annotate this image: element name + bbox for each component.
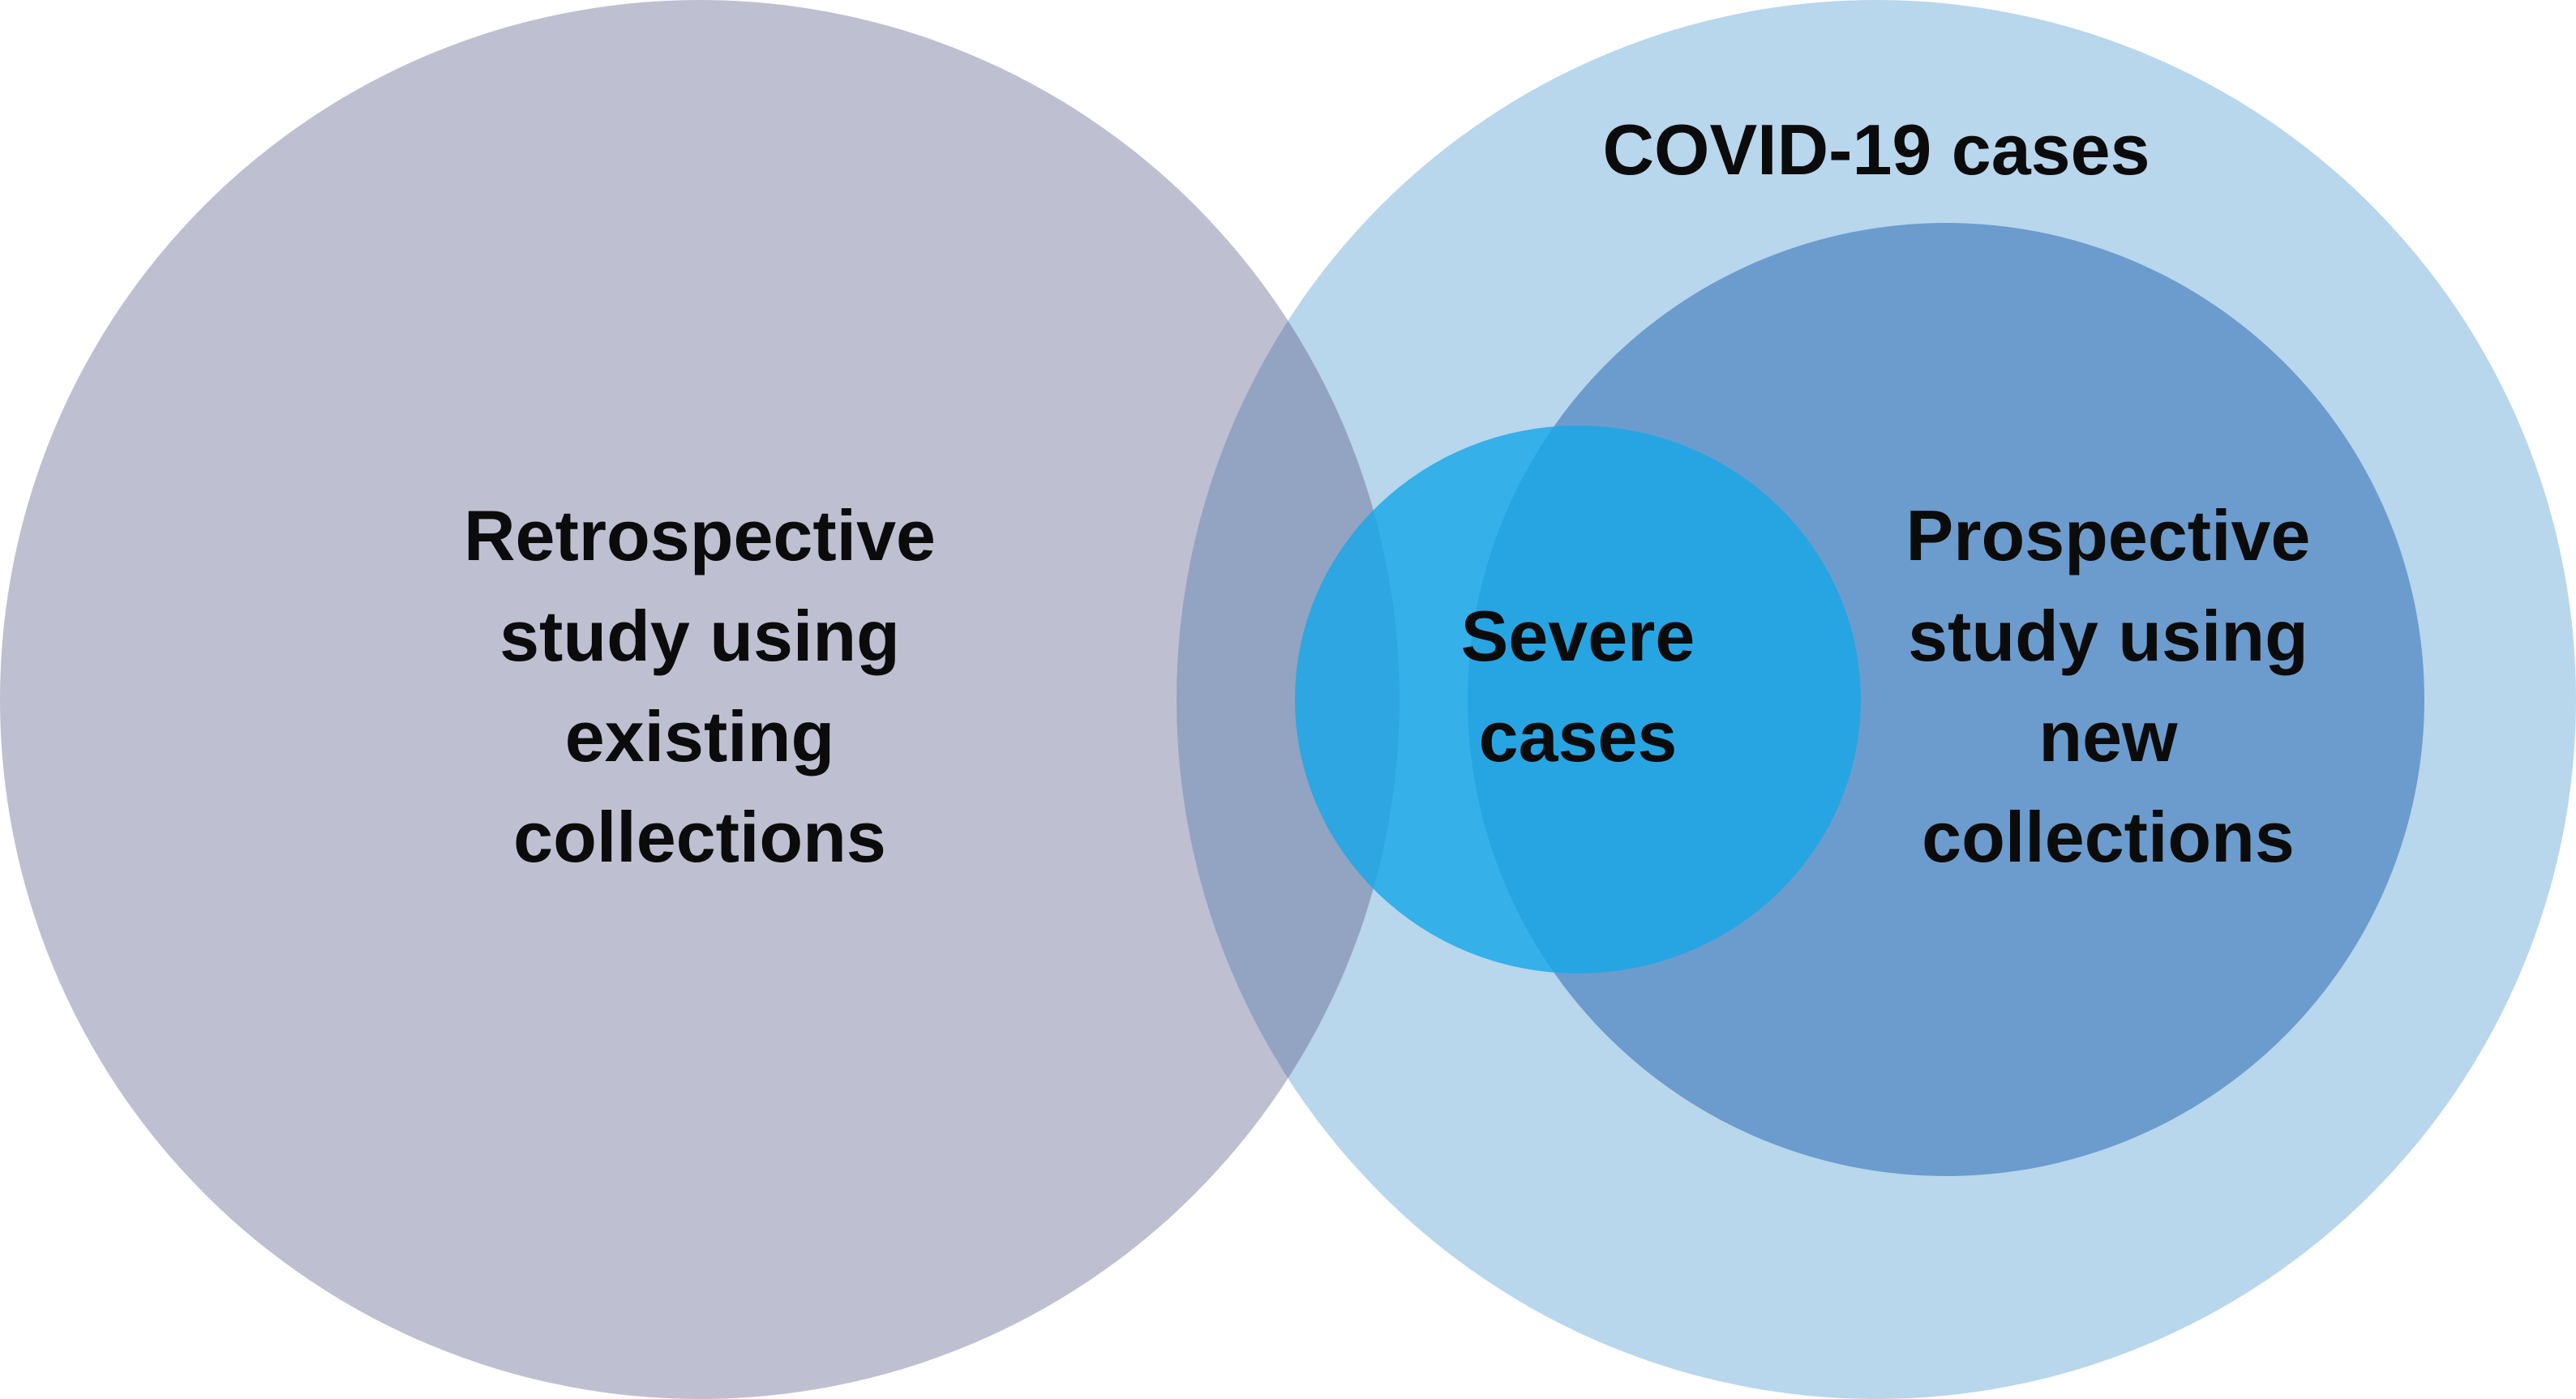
severe-cases-circle bbox=[1295, 426, 1861, 973]
retrospective-label-line-1: Retrospective bbox=[464, 495, 936, 575]
prospective-label-line-1: Prospective bbox=[1906, 495, 2311, 575]
retrospective-label-line-4: collections bbox=[513, 797, 886, 877]
retrospective-circle bbox=[0, 0, 1399, 1399]
retrospective-label-line-3: existing bbox=[565, 696, 835, 777]
prospective-label-line-3: new bbox=[2038, 696, 2178, 777]
prospective-label-line-2: study using bbox=[1908, 596, 2308, 676]
severe-cases-label-line-1: Severe bbox=[1461, 596, 1695, 676]
retrospective-label-line-2: study using bbox=[499, 596, 900, 676]
severe-cases-label-line-2: cases bbox=[1479, 696, 1678, 777]
prospective-label-line-4: collections bbox=[1922, 797, 2295, 877]
covid-cases-label: COVID-19 cases bbox=[1602, 109, 2150, 190]
